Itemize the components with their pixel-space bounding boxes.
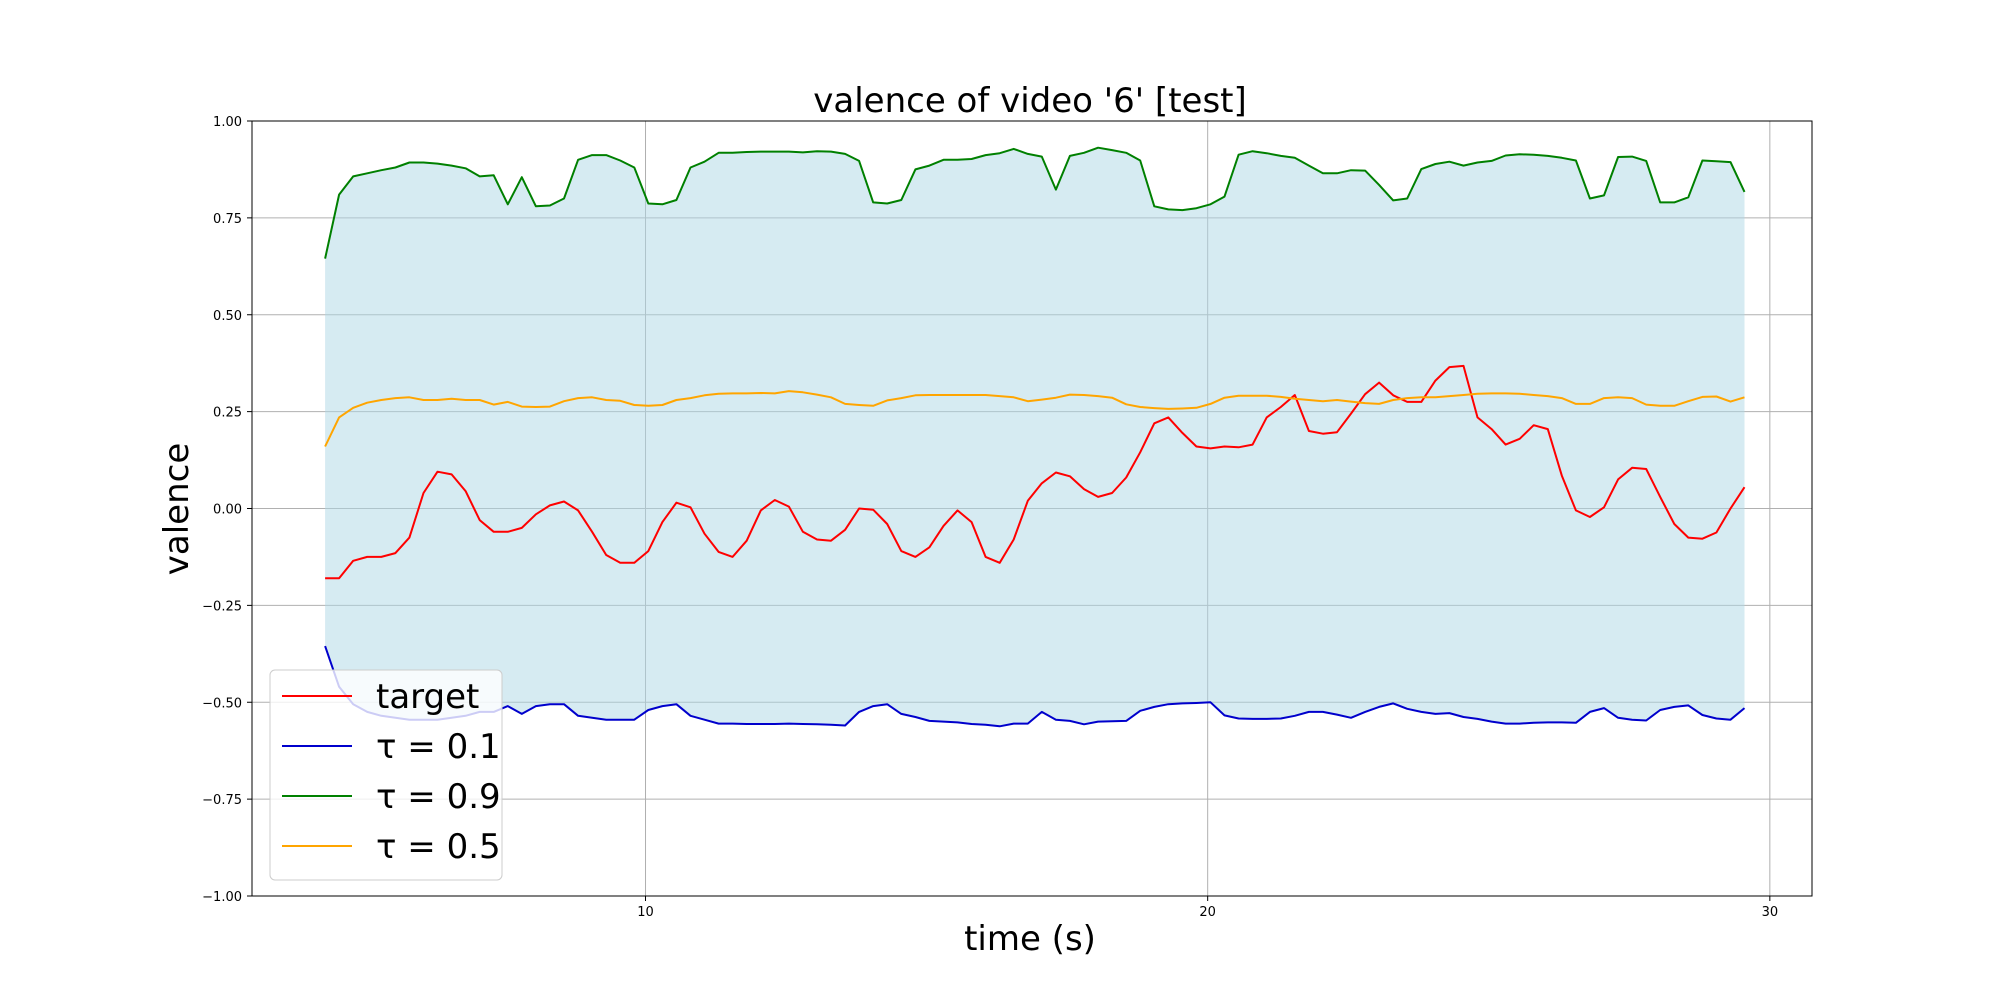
y-tick-label: 1.00 [213,115,242,130]
legend-label: target [376,677,479,717]
legend-label: τ = 0.5 [376,827,501,867]
y-tick-label: −0.25 [202,599,242,614]
x-tick-label: 10 [637,905,654,920]
x-axis-label: time (s) [964,919,1096,959]
y-tick-label: 0.25 [213,406,242,421]
quantile-band [325,148,1744,727]
legend-label: τ = 0.9 [376,777,501,817]
legend-label: τ = 0.1 [376,727,501,767]
y-tick-label: −1.00 [202,890,242,905]
y-tick-label: 0.00 [213,503,242,518]
y-axis-label: valence [157,443,197,575]
x-tick-label: 20 [1199,905,1216,920]
y-tick-label: −0.50 [202,696,242,711]
y-tick-label: 0.50 [213,309,242,324]
chart-title: valence of video '6' [test] [813,81,1247,121]
y-tick-label: −0.75 [202,793,242,808]
y-tick-label: 0.75 [213,212,242,227]
legend: target τ = 0.1 τ = 0.9 τ = 0.5 [270,670,502,880]
x-tick-label: 30 [1762,905,1779,920]
